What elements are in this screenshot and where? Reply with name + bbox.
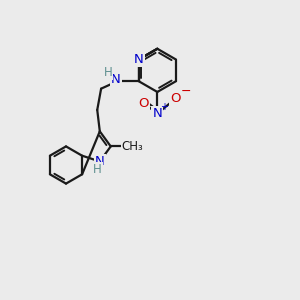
Text: N: N xyxy=(95,155,105,168)
Text: −: − xyxy=(181,85,192,98)
Text: H: H xyxy=(103,66,112,79)
Text: N: N xyxy=(134,53,143,66)
Text: +: + xyxy=(160,102,168,112)
Text: H: H xyxy=(93,163,102,176)
Text: N: N xyxy=(111,73,121,86)
Text: CH₃: CH₃ xyxy=(122,140,143,153)
Text: N: N xyxy=(152,107,162,120)
Text: O: O xyxy=(170,92,181,105)
Text: O: O xyxy=(139,97,149,110)
